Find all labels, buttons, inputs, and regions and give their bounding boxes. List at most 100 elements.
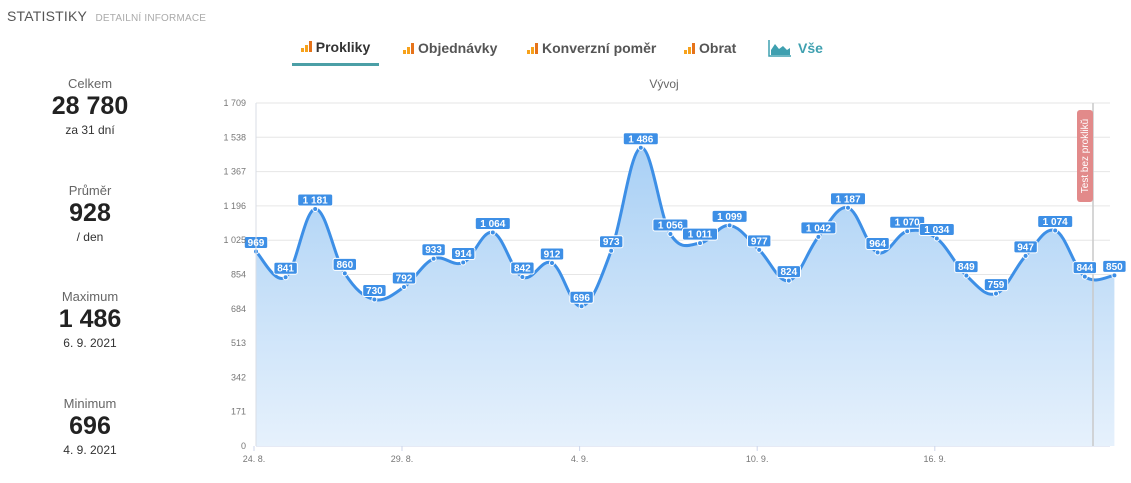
data-point[interactable] [815, 233, 822, 240]
data-point[interactable] [933, 235, 940, 242]
tab-vse[interactable]: Vše [768, 30, 823, 66]
data-point[interactable] [371, 296, 378, 303]
data-point[interactable] [519, 274, 526, 281]
data-label-bg [1013, 240, 1038, 254]
data-label: 792 [396, 274, 413, 285]
data-label-bg [747, 234, 772, 248]
data-point[interactable] [489, 229, 496, 236]
data-label: 1 187 [835, 194, 860, 205]
data-label-bg [800, 221, 837, 235]
data-point[interactable] [549, 259, 555, 266]
tab-objednavky[interactable]: Objednávky [403, 30, 497, 66]
stat-label: Minimum [63, 396, 117, 411]
data-point[interactable] [1081, 273, 1088, 280]
data-point[interactable] [1111, 272, 1118, 279]
data-label-bg [510, 261, 535, 275]
x-tick-label: 16. 9. [924, 454, 947, 464]
y-tick-label: 0 [241, 441, 246, 451]
stat-label: Celkem [67, 76, 113, 91]
data-point[interactable] [756, 246, 763, 253]
data-label-bg [599, 235, 624, 249]
data-label: 1 099 [717, 212, 742, 223]
data-label-bg [474, 216, 511, 230]
data-point[interactable] [667, 231, 674, 238]
x-tick-label: 24. 8. [243, 454, 266, 464]
data-label: 842 [514, 264, 531, 275]
tab-obrat[interactable]: Obrat [684, 30, 736, 66]
data-point[interactable] [697, 240, 703, 247]
data-point[interactable] [341, 270, 348, 277]
stat-value: 1 486 [58, 305, 122, 333]
data-label: 973 [603, 237, 620, 248]
data-point[interactable] [460, 259, 467, 266]
data-label-bg [391, 271, 417, 285]
stat-value: 928 [69, 199, 111, 227]
stat-label: Maximum [61, 289, 119, 304]
data-label: 850 [1106, 262, 1123, 273]
data-point[interactable] [578, 303, 585, 310]
y-tick-label: 1 025 [223, 235, 246, 245]
data-point[interactable] [963, 272, 970, 279]
stat-value: 28 780 [51, 92, 129, 120]
tab-label: Obrat [699, 40, 737, 56]
data-label: 947 [1017, 242, 1034, 253]
page-title: STATISTIKY [7, 8, 88, 24]
data-point[interactable] [726, 222, 733, 229]
data-point[interactable] [904, 228, 911, 235]
data-point[interactable] [282, 274, 289, 281]
y-tick-label: 684 [231, 304, 246, 314]
stat-sub: za 31 dní [65, 123, 115, 137]
y-tick-label: 1 196 [223, 201, 246, 211]
data-label-bg [1037, 214, 1074, 228]
data-point[interactable] [874, 249, 881, 256]
stat-sub: 6. 9. 2021 [63, 336, 117, 350]
data-point[interactable] [637, 144, 644, 151]
data-label: 1 042 [806, 223, 831, 234]
data-label: 696 [573, 293, 590, 304]
bar-chart-icon [403, 42, 414, 54]
data-label-bg [889, 215, 926, 229]
data-label-bg [682, 227, 718, 241]
data-point[interactable] [845, 204, 851, 211]
tab-prokliky[interactable]: Prokliky [292, 30, 379, 66]
y-tick-label: 1 538 [223, 132, 246, 142]
data-point[interactable] [430, 255, 437, 262]
y-tick-label: 342 [231, 372, 246, 382]
data-label-bg [776, 265, 801, 279]
data-label: 1 056 [658, 221, 683, 232]
data-point[interactable] [785, 277, 792, 284]
data-point[interactable] [993, 290, 999, 297]
data-point[interactable] [312, 205, 319, 212]
area-chart-icon [768, 40, 791, 57]
data-point[interactable] [401, 284, 407, 291]
data-label: 730 [366, 286, 383, 297]
data-label-bg [1102, 259, 1127, 273]
data-point[interactable] [1052, 227, 1059, 234]
y-tick-label: 513 [231, 338, 246, 348]
data-label: 977 [751, 236, 768, 247]
stat-value: 696 [69, 412, 111, 440]
header: STATISTIKY DETAILNÍ INFORMACE [7, 8, 206, 26]
data-label-bg [711, 209, 748, 223]
data-label: 1 070 [895, 218, 920, 229]
data-label-bg [569, 290, 594, 304]
data-label-bg [954, 260, 979, 274]
series-area [256, 147, 1115, 446]
data-label: 1 486 [628, 134, 653, 145]
x-tick-label: 29. 8. [391, 454, 414, 464]
data-label: 849 [958, 262, 975, 273]
tab-label: Prokliky [315, 38, 371, 55]
stat-sub: / den [76, 230, 104, 244]
tab-konverzni-pomer[interactable]: Konverzní poměr [527, 30, 656, 66]
data-label: 964 [869, 239, 886, 250]
data-label-bg [539, 247, 565, 261]
data-point[interactable] [1022, 252, 1029, 259]
data-label-bg [332, 257, 358, 271]
plot-line-label: Test bez proklikŭ [1080, 119, 1091, 193]
data-point[interactable] [608, 247, 615, 254]
y-tick-label: 1 367 [223, 167, 246, 177]
data-label-bg [297, 193, 334, 207]
y-tick-label: 854 [231, 270, 246, 280]
tab-label: Vše [798, 40, 823, 56]
stat-maximum: Maximum 1 486 6. 9. 2021 [0, 289, 180, 350]
